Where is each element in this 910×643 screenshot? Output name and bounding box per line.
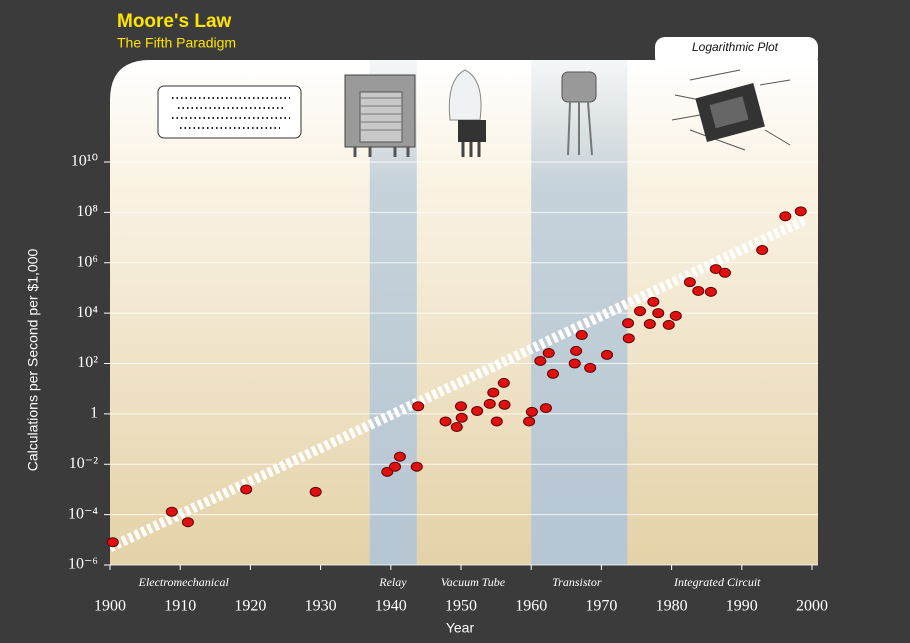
data-point [547, 369, 558, 378]
data-point [635, 307, 646, 316]
data-point [411, 462, 422, 471]
data-point [540, 404, 551, 413]
data-point [472, 407, 483, 416]
data-point [693, 286, 704, 295]
chart: Moore's Law The Fifth Paradigm Logarithm… [0, 0, 910, 643]
relay-icon [345, 75, 415, 157]
x-tick-label: 2000 [796, 598, 828, 615]
x-tick-label: 1950 [445, 598, 477, 615]
x-tick-label: 1960 [515, 598, 547, 615]
paradigm-label: Transistor [552, 575, 602, 589]
data-point [719, 268, 730, 277]
data-point [451, 423, 462, 432]
y-tick-label: 1 [90, 405, 98, 422]
data-point [543, 349, 554, 358]
data-point [499, 400, 510, 409]
x-tick-label: 1940 [375, 598, 407, 615]
data-point [569, 359, 580, 368]
data-point [602, 350, 613, 359]
y-tick-label: 10¹⁰ [71, 153, 98, 170]
data-point [795, 207, 806, 216]
data-point [456, 413, 467, 422]
data-point [648, 297, 659, 306]
y-tick-label: 10² [77, 354, 98, 371]
data-point [394, 452, 405, 461]
x-tick-label: 1980 [656, 598, 688, 615]
x-axis-label: Year [446, 620, 475, 636]
data-point [241, 485, 252, 494]
data-point [484, 399, 495, 408]
data-point [576, 331, 587, 340]
data-point [413, 402, 424, 411]
x-tick-label: 1920 [234, 598, 266, 615]
data-point [107, 538, 118, 547]
y-tick-label: 10⁸ [76, 203, 98, 220]
data-point [571, 346, 582, 355]
data-point [390, 462, 401, 471]
annotation: Logarithmic Plot [692, 40, 779, 54]
data-point [705, 287, 716, 296]
data-point [182, 518, 193, 527]
y-tick-label: 10⁶ [76, 253, 98, 270]
data-point [456, 402, 467, 411]
x-tick-label: 1930 [305, 598, 337, 615]
data-point [498, 378, 509, 387]
data-point [623, 334, 634, 343]
x-tick-label: 1970 [585, 598, 617, 615]
punch-card-icon [158, 86, 301, 138]
data-point [440, 417, 451, 426]
data-point [663, 320, 674, 329]
x-tick-label: 1990 [726, 598, 758, 615]
y-axis-label: Calculations per Second per $1,000 [25, 248, 41, 471]
data-point [757, 246, 768, 255]
paradigm-label: Relay [378, 575, 407, 589]
paradigm-label: Electromechanical [138, 575, 230, 589]
data-point [644, 320, 655, 329]
y-tick-label: 10⁻⁴ [68, 505, 98, 522]
data-point [670, 311, 681, 320]
data-point [491, 417, 502, 426]
data-point [310, 487, 321, 496]
chart-subtitle: The Fifth Paradigm [117, 35, 236, 51]
y-tick-label: 10⁴ [76, 304, 98, 321]
data-point [653, 309, 664, 318]
y-tick-label: 10⁻⁶ [68, 556, 98, 573]
chart-title: Moore's Law [117, 11, 232, 32]
data-point [585, 363, 596, 372]
data-point [535, 356, 546, 365]
x-tick-label: 1900 [94, 598, 126, 615]
y-tick-label: 10⁻² [69, 455, 98, 472]
data-point [166, 507, 177, 516]
data-point [623, 319, 634, 328]
data-point [524, 417, 535, 426]
data-point [526, 407, 537, 416]
x-tick-label: 1910 [164, 598, 196, 615]
data-point [684, 278, 695, 287]
data-point [488, 388, 499, 397]
paradigm-label: Vacuum Tube [441, 575, 506, 589]
paradigm-label: Integrated Circuit [673, 575, 761, 589]
data-point [780, 212, 791, 221]
